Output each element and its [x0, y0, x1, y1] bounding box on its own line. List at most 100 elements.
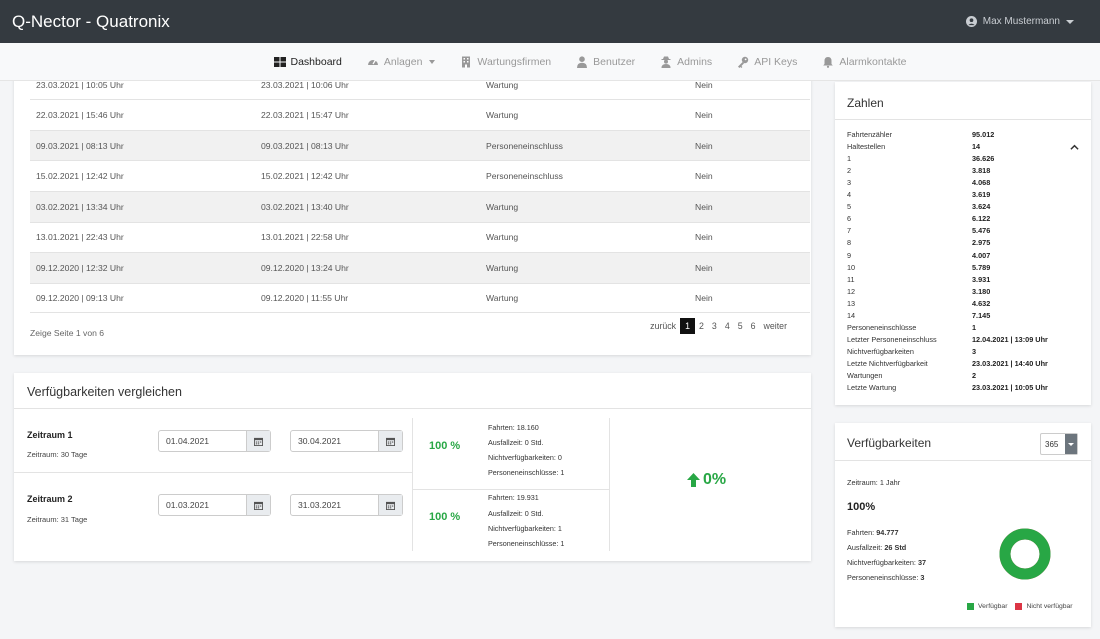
- zahlen-key: 3: [847, 178, 852, 188]
- nav-alarmkontakte[interactable]: Alarmkontakte: [822, 55, 907, 68]
- cell-type: Wartung: [486, 201, 519, 212]
- legend-swatch-available: [967, 603, 974, 610]
- zahlen-key: 11: [847, 274, 855, 284]
- key-icon: [738, 56, 749, 68]
- stat-label: Fahrten:: [847, 528, 875, 537]
- chevron-down-icon: [429, 59, 436, 64]
- chevron-down-icon: [1066, 19, 1074, 24]
- calendar-button[interactable]: [378, 495, 402, 515]
- cell-type: Personeneinschluss: [486, 171, 563, 182]
- days-select[interactable]: 365: [1040, 433, 1078, 455]
- calendar-button[interactable]: [246, 495, 270, 515]
- date-value[interactable]: 01.04.2021: [166, 436, 210, 446]
- cell-end: 03.02.2021 | 13:40 Uhr: [261, 201, 349, 212]
- nav-label: Alarmkontakte: [839, 55, 907, 68]
- period-2-stat: Personeneinschlüsse: 1: [488, 539, 565, 548]
- calendar-button[interactable]: [378, 431, 402, 451]
- user-circle-icon: [965, 16, 977, 27]
- zahlen-key: 5: [847, 202, 852, 212]
- cell-flag: Nein: [695, 171, 713, 182]
- events-table-card: 23.03.2021 | 10:05 Uhr 23.03.2021 | 10:0…: [14, 70, 811, 355]
- pager-page-6[interactable]: 6: [750, 321, 756, 331]
- period-1-stat: Ausfallzeit: 0 Std.: [488, 438, 544, 447]
- period-2-to-field[interactable]: 31.03.2021: [290, 494, 403, 516]
- calendar-icon: [254, 501, 263, 510]
- period-1-stat: Fahrten: 18.160: [488, 423, 539, 432]
- calendar-icon: [386, 437, 395, 446]
- pager-page-5[interactable]: 5: [737, 321, 743, 331]
- divider: [14, 472, 412, 473]
- pager-next[interactable]: weiter: [763, 321, 787, 331]
- cell-start: 22.03.2021 | 15:46 Uhr: [36, 109, 124, 120]
- user-secret-icon: [661, 56, 671, 68]
- zahlen-key: 2: [847, 166, 852, 176]
- pager-page-1[interactable]: 1: [680, 318, 695, 334]
- nav-api-keys[interactable]: API Keys: [737, 56, 797, 68]
- nav-wartungsfirmen[interactable]: Wartungsfirmen: [460, 56, 551, 68]
- cell-type: Personeneinschluss: [486, 140, 563, 151]
- period-2-from-field[interactable]: 01.03.2021: [158, 494, 271, 516]
- table-row: 09.12.2020 | 09:13 Uhr 09.12.2020 | 11:5…: [30, 282, 810, 314]
- pager-page-3[interactable]: 3: [711, 321, 717, 331]
- cell-type: Wartung: [486, 262, 519, 273]
- zahlen-value: 95.012: [972, 130, 995, 139]
- zahlen-value: 14: [972, 142, 981, 152]
- arrow-up-icon: [687, 473, 700, 487]
- calendar-button[interactable]: [246, 431, 270, 451]
- nav-dashboard[interactable]: Dashboard: [273, 56, 342, 68]
- cell-end: 09.03.2021 | 08:13 Uhr: [261, 140, 349, 151]
- cell-type: Wartung: [486, 109, 519, 120]
- zahlen-key: 10: [847, 262, 856, 272]
- pager-prev[interactable]: zurück: [650, 321, 677, 331]
- nav-admins[interactable]: Admins: [660, 56, 712, 68]
- chevron-up-icon[interactable]: [1070, 143, 1079, 152]
- period-2-sub: Zeitraum: 31 Tage: [27, 515, 88, 524]
- period-1-stat: Personeneinschlüsse: 1: [488, 468, 565, 477]
- divider: [14, 408, 811, 409]
- cell-type: Wartung: [486, 293, 519, 304]
- date-value[interactable]: 30.04.2021: [298, 436, 342, 446]
- divider: [412, 418, 413, 551]
- cell-end: 15.02.2021 | 12:42 Uhr: [261, 171, 349, 182]
- stat-label: Ausfallzeit:: [847, 543, 883, 552]
- period-1-to-field[interactable]: 30.04.2021: [290, 430, 403, 452]
- bell-icon: [823, 56, 834, 68]
- zahlen-key: Nichtverfügbarkeiten: [847, 346, 914, 356]
- cell-start: 09.12.2020 | 09:13 Uhr: [36, 293, 124, 304]
- zahlen-value: 2.975: [972, 238, 991, 248]
- availability-stat: Nichtverfügbarkeiten: 37: [847, 558, 926, 567]
- cell-flag: Nein: [695, 109, 713, 120]
- table-page-info: Zeige Seite 1 von 6: [30, 328, 105, 338]
- building-icon: [462, 56, 471, 67]
- period-1-from-field[interactable]: 01.04.2021: [158, 430, 271, 452]
- nav-anlagen[interactable]: Anlagen: [367, 56, 436, 68]
- chevron-down-icon[interactable]: [1065, 434, 1077, 454]
- date-value[interactable]: 01.03.2021: [166, 500, 210, 510]
- cell-start: 09.12.2020 | 12:32 Uhr: [36, 262, 124, 273]
- date-value[interactable]: 31.03.2021: [298, 500, 342, 510]
- zahlen-key: Letzte Nichtverfügbarkeit: [847, 358, 928, 368]
- days-select-value[interactable]: 365: [1045, 439, 1059, 449]
- difference-value: 0%: [703, 471, 727, 488]
- availability-stat: Fahrten: 94.777: [847, 528, 899, 537]
- zahlen-key: Personeneinschlüsse: [847, 322, 917, 332]
- nav-benutzer[interactable]: Benutzer: [576, 56, 635, 68]
- pager-page-2[interactable]: 2: [699, 321, 704, 331]
- calendar-icon: [386, 501, 395, 510]
- zahlen-value: 3: [972, 346, 977, 356]
- cell-end: 09.12.2020 | 13:24 Uhr: [261, 262, 349, 273]
- top-bar: Q-Nector - Quatronix Max Mustermann: [0, 0, 1100, 43]
- zahlen-value: 3.624: [972, 202, 991, 212]
- cell-flag: Nein: [695, 201, 713, 212]
- cell-flag: Nein: [695, 293, 713, 304]
- user-menu[interactable]: Max Mustermann: [965, 16, 1074, 27]
- pager-page-4[interactable]: 4: [724, 321, 730, 331]
- table-row: 09.12.2020 | 12:32 Uhr 09.12.2020 | 13:2…: [30, 252, 810, 283]
- zahlen-value: 3.619: [972, 190, 991, 200]
- nav-label: Wartungsfirmen: [477, 55, 552, 68]
- app-title[interactable]: Q-Nector - Quatronix: [12, 11, 170, 31]
- user-name: Max Mustermann: [982, 16, 1060, 27]
- cell-start: 13.01.2021 | 22:43 Uhr: [36, 232, 124, 243]
- zahlen-key: Fahrtenzähler: [847, 130, 893, 139]
- availability-difference: 0%: [686, 471, 726, 489]
